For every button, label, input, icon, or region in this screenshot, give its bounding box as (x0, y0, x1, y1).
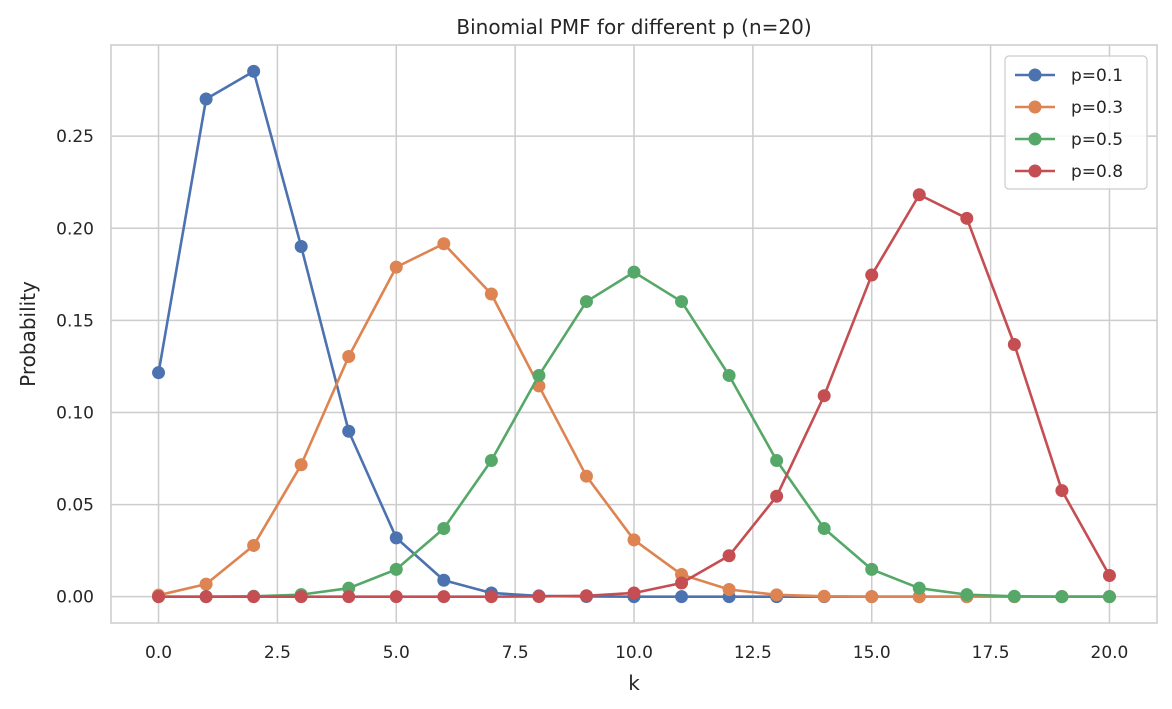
x-tick-label: 7.5 (502, 643, 529, 663)
legend-marker (1028, 68, 1042, 82)
y-tick-label: 0.10 (56, 403, 94, 423)
data-point (1055, 484, 1069, 498)
data-point (865, 562, 879, 576)
data-point (675, 590, 689, 604)
data-point (437, 237, 451, 251)
series-p=0.8 (152, 188, 1116, 604)
data-point (294, 590, 308, 604)
data-point (1102, 590, 1116, 604)
data-point (389, 531, 403, 545)
data-point (342, 349, 356, 363)
legend-item: p=0.8 (1015, 162, 1123, 182)
x-tick-label: 12.5 (734, 643, 772, 663)
data-point (199, 92, 213, 106)
y-axis-label: Probability (16, 281, 40, 387)
data-point (722, 582, 736, 596)
data-point (342, 590, 356, 604)
data-point (1055, 590, 1069, 604)
x-tick-label: 5.0 (383, 643, 410, 663)
legend-label: p=0.3 (1071, 98, 1123, 118)
x-tick-label: 10.0 (615, 643, 653, 663)
data-point (389, 260, 403, 274)
x-tick-label: 0.0 (145, 643, 172, 663)
data-point (770, 489, 784, 503)
legend: p=0.1 p=0.3 p=0.5 p=0.8 (1004, 55, 1148, 190)
data-point (722, 549, 736, 563)
plot-frame (110, 44, 1158, 624)
data-point (817, 389, 831, 403)
data-point (817, 522, 831, 536)
chart-title: Binomial PMF for different p (n=20) (456, 15, 811, 39)
data-point (342, 424, 356, 438)
data-point (722, 368, 736, 382)
data-point (675, 295, 689, 309)
data-point (247, 538, 261, 552)
y-tick-label: 0.15 (56, 311, 94, 331)
data-point (484, 287, 498, 301)
y-axis-ticks: 0.00 0.05 0.10 0.15 0.20 0.25 (56, 127, 94, 607)
data-point (294, 240, 308, 254)
legend-marker (1028, 164, 1042, 178)
data-point (532, 368, 546, 382)
data-point (247, 64, 261, 78)
data-point (675, 576, 689, 590)
legend-label: p=0.8 (1071, 162, 1123, 182)
data-point (960, 211, 974, 225)
series-layer (152, 64, 1116, 604)
x-tick-label: 15.0 (853, 643, 891, 663)
data-point (294, 458, 308, 472)
x-tick-label: 2.5 (264, 643, 291, 663)
legend-label: p=0.1 (1071, 66, 1123, 86)
data-point (532, 589, 546, 603)
data-point (960, 588, 974, 602)
data-point (437, 573, 451, 587)
x-axis-label: k (628, 671, 640, 695)
legend-marker (1028, 100, 1042, 114)
x-axis-ticks: 0.0 2.5 5.0 7.5 10.0 12.5 15.0 17.5 20.0 (145, 643, 1128, 663)
data-point (152, 590, 166, 604)
legend-marker (1028, 132, 1042, 146)
data-point (152, 366, 166, 380)
data-point (484, 590, 498, 604)
data-point (865, 590, 879, 604)
x-tick-label: 20.0 (1091, 643, 1129, 663)
data-point (770, 588, 784, 602)
data-point (437, 590, 451, 604)
data-point (579, 295, 593, 309)
data-point (199, 590, 213, 604)
data-point (579, 469, 593, 483)
data-point (865, 268, 879, 282)
data-point (484, 454, 498, 468)
data-point (912, 188, 926, 202)
data-point (1007, 589, 1021, 603)
data-point (247, 590, 261, 604)
data-point (627, 586, 641, 600)
data-point (389, 562, 403, 576)
legend-label: p=0.5 (1071, 130, 1123, 150)
data-point (579, 589, 593, 603)
legend-item: p=0.1 (1015, 66, 1123, 86)
legend-box (1004, 55, 1148, 190)
data-point (817, 589, 831, 603)
y-tick-label: 0.25 (56, 127, 94, 147)
legend-item: p=0.5 (1015, 130, 1123, 150)
legend-item: p=0.3 (1015, 98, 1123, 118)
data-point (199, 577, 213, 591)
data-point (1007, 337, 1021, 351)
y-tick-label: 0.05 (56, 496, 94, 516)
data-point (912, 581, 926, 595)
data-point (627, 265, 641, 279)
y-tick-label: 0.20 (56, 219, 94, 239)
data-point (389, 590, 403, 604)
data-point (627, 533, 641, 547)
y-tick-label: 0.00 (56, 588, 94, 608)
data-point (1102, 568, 1116, 582)
x-tick-label: 17.5 (972, 643, 1010, 663)
data-point (770, 454, 784, 468)
data-point (437, 522, 451, 536)
